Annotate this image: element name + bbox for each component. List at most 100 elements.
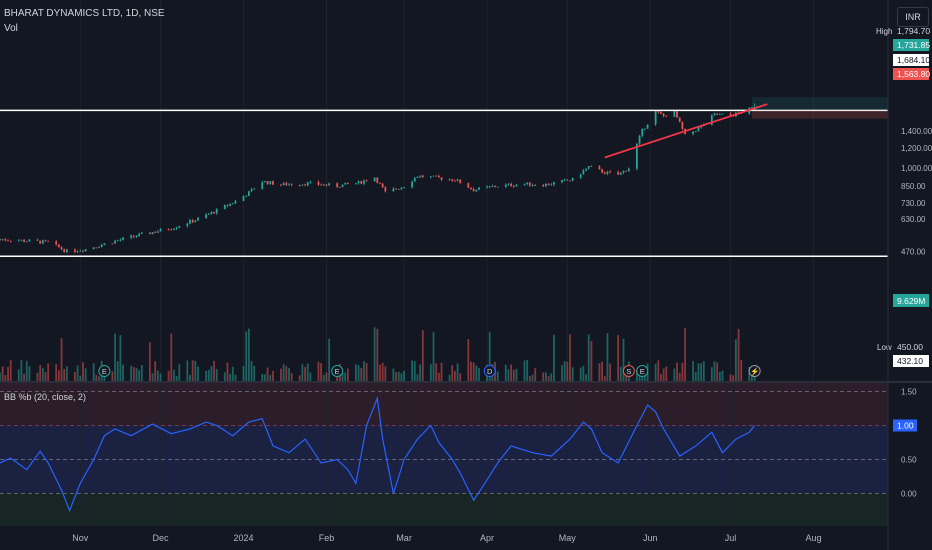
candle-body <box>4 239 7 241</box>
volume-bar <box>716 362 719 382</box>
candle-body <box>416 176 419 178</box>
candle-body <box>266 181 269 185</box>
candle-body <box>357 181 360 184</box>
currency-button[interactable]: INR <box>897 7 929 27</box>
candle-body <box>317 181 320 185</box>
candle-body <box>178 226 181 228</box>
candle-body <box>440 177 443 180</box>
volume-bar <box>606 333 609 382</box>
volume-bar <box>280 368 282 382</box>
volume-bar <box>328 338 331 382</box>
volume-bar <box>261 373 264 382</box>
candle-body <box>515 184 518 187</box>
candle-body <box>60 247 63 250</box>
volume-bar <box>684 327 686 382</box>
candle-body <box>213 212 215 214</box>
volume-bar <box>384 366 387 382</box>
candle-body <box>114 240 116 244</box>
candle-body <box>140 232 143 234</box>
volume-bar <box>191 360 194 382</box>
candle-body <box>694 131 697 132</box>
x-tick-label: Jul <box>725 533 737 543</box>
candle-body <box>28 239 31 242</box>
volume-bar <box>395 372 397 382</box>
candle-body <box>346 182 349 184</box>
candle-body <box>280 184 282 186</box>
volume-bar <box>475 365 478 382</box>
candle-body <box>494 186 496 187</box>
volume-bar <box>603 376 606 382</box>
volume-bar <box>140 365 143 382</box>
volume-bar <box>1 366 4 382</box>
volume-bar <box>531 374 534 382</box>
volume-bar <box>92 363 95 382</box>
candle-body <box>454 180 456 182</box>
price-label-box <box>893 355 929 367</box>
candle-body <box>298 185 301 187</box>
volume-bar <box>17 369 20 382</box>
price-label: 432.10 <box>897 356 923 366</box>
y-tick-label: 1,000.00 <box>901 164 932 173</box>
y-tick-label: 470.00 <box>901 247 926 256</box>
price-ticks: 1,400.00 1,200.00 1,000.00 850.00 730.00 630.… <box>901 127 932 257</box>
volume-bar <box>132 367 135 382</box>
candle-body <box>550 184 553 186</box>
candle-body <box>392 188 395 192</box>
volume-bar <box>229 373 232 382</box>
volume-bar <box>467 338 470 382</box>
candle-body <box>571 177 574 181</box>
candle-body <box>253 188 256 190</box>
volume-bar <box>598 363 601 382</box>
position-stop-zone <box>751 110 888 119</box>
candle-body <box>665 115 668 117</box>
volume-bar <box>454 371 456 382</box>
candle-body <box>566 179 569 181</box>
candle-body <box>23 239 25 242</box>
candle-body <box>269 181 272 185</box>
candle-body <box>245 195 248 197</box>
event-marker <box>331 365 344 377</box>
volume-bar <box>253 365 256 382</box>
candle-body <box>365 180 368 182</box>
candle-body <box>553 182 555 185</box>
candle-body <box>17 240 20 242</box>
candle-body <box>173 228 175 230</box>
volume-bar <box>376 328 379 382</box>
volume-bar <box>451 365 454 382</box>
candle-body <box>660 112 662 114</box>
x-tick-label: Aug <box>805 533 821 543</box>
volume-bar <box>472 362 475 382</box>
candle-body <box>285 183 288 186</box>
volume-bar <box>317 361 320 382</box>
candle-body <box>617 172 620 175</box>
volume-bar <box>363 361 365 382</box>
candle-body <box>510 183 513 187</box>
candle-body <box>542 185 545 187</box>
price-label: 450.00 <box>897 342 923 352</box>
candle-body <box>619 172 622 175</box>
candle-body <box>721 113 724 115</box>
candle-body <box>151 232 154 234</box>
candle-body <box>148 232 151 234</box>
volume-bar <box>290 373 293 382</box>
volume-bar <box>66 366 68 382</box>
volume-bar <box>301 364 304 382</box>
candle-body <box>435 175 438 177</box>
candle-body <box>547 183 550 186</box>
volume-bar <box>528 375 531 382</box>
volume-bar <box>306 363 309 382</box>
volume-bar <box>175 375 178 382</box>
candle-body <box>641 128 644 136</box>
volume-bar <box>617 335 620 382</box>
event-marker-label: E <box>640 367 645 376</box>
event-marker <box>483 365 496 377</box>
volume-bar <box>416 374 419 382</box>
volume-bar <box>582 365 585 382</box>
candle-body <box>678 117 681 122</box>
candle-body <box>130 235 133 238</box>
bb-last-value-box <box>893 419 917 432</box>
candle-body <box>526 182 529 185</box>
volume-bar <box>98 376 100 382</box>
volume-bar <box>635 370 638 382</box>
